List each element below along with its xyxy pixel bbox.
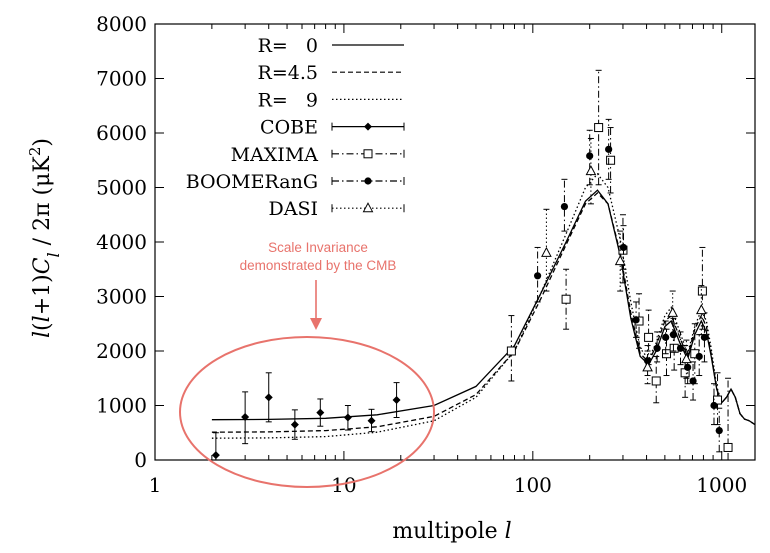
data-point [290,420,299,429]
y-tick-label: 0 [134,448,147,472]
data-point [367,416,376,425]
data-point [316,408,325,417]
annotation-text-line: Scale Invariance [268,240,368,255]
legend: R= 0 R=4.5 R= 9 COBE MAXIMA BOOMERanG DASI [186,35,405,220]
data-point [619,243,628,252]
data-point [264,393,273,402]
legend-label: R= 0 [258,35,318,57]
model-curve-1 [211,191,755,433]
data-point [662,333,670,341]
data-point [642,361,653,372]
data-point [667,306,679,317]
data-point [211,451,220,460]
legend-marker [364,177,372,185]
data-point [681,353,692,364]
model-curves [211,172,755,439]
data-point [689,377,697,385]
data-point [241,412,250,421]
data-point [715,426,723,435]
data-point [594,123,604,133]
data-point [684,363,692,371]
data-point [585,165,597,176]
data-points [211,69,733,461]
y-axis-title: l(l+1)Cl / 2π (μK2) [26,138,63,338]
data-point [560,202,569,211]
data-point [561,294,571,304]
data-point [632,316,640,324]
y-tick-label: 6000 [96,121,147,145]
data-point [651,376,661,386]
data-point [606,155,616,165]
data-point [343,413,352,422]
data-point [653,344,661,352]
legend-marker [362,202,374,213]
annotation-circle [179,336,435,488]
legend-label: BOOMERanG [186,171,318,193]
y-tick-label: 4000 [96,230,147,254]
data-point [723,442,733,452]
annotation: Scale Invariance demonstrated by the CMB [179,240,435,488]
data-point [676,344,685,352]
x-axis-title: multipole l [392,519,511,544]
x-tick-label: 100 [514,473,552,497]
x-tick-label: 1000 [696,473,747,497]
legend-label: COBE [260,117,318,139]
data-point [605,145,613,153]
dataset-maxima [506,69,733,461]
dataset-cobe [211,372,401,461]
legend-label: DASI [269,198,318,220]
y-tick-label: 3000 [96,285,147,309]
data-point [586,152,594,160]
legend-marker [363,149,373,159]
data-point [534,272,542,280]
data-point [644,332,654,342]
data-point [541,246,552,257]
y-tick-label: 1000 [96,394,147,418]
legend-marker [364,122,372,131]
data-point [614,255,626,266]
dataset-dasi [541,137,707,385]
y-tick-label: 8000 [96,12,147,36]
y-tick-label: 7000 [96,67,147,91]
legend-label: R=4.5 [258,62,318,84]
annotation-text-line: demonstrated by the CMB [240,258,397,273]
legend-label: R= 9 [258,89,318,111]
dataset-boomerang [534,118,723,453]
y-tick-label: 2000 [96,339,147,363]
model-curve-0 [211,189,755,426]
x-tick-label: 1 [149,473,162,497]
data-point [392,396,401,405]
data-point [506,346,516,356]
data-point [695,352,703,361]
axis-titles: multipole l l(l+1)Cl / 2π (μK2) [26,138,512,544]
data-point [643,357,652,365]
annotation-arrow-head [310,318,322,330]
data-point [710,401,718,410]
data-point [700,333,709,341]
legend-label: MAXIMA [231,144,319,166]
y-tick-label: 5000 [96,176,147,200]
data-point [697,286,707,296]
data-point [696,304,707,315]
